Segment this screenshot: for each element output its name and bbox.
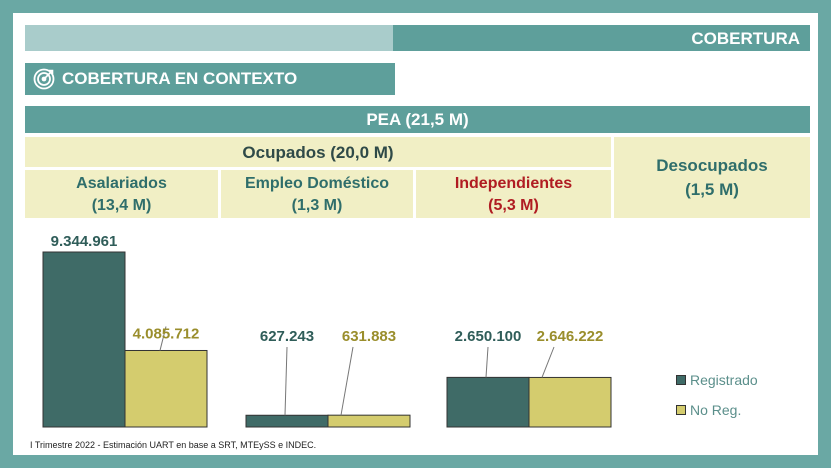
domestico-line1: Empleo Doméstico: [244, 175, 390, 192]
leader-line-empleo-dom-stico-no-reg: [340, 346, 354, 416]
bar-asalariados-registrado: [42, 251, 126, 428]
ocupados-cell: Ocupados (20,0 M): [25, 137, 611, 167]
data-label-asalariados-no-reg: 4.085.712: [133, 325, 200, 342]
desocupados-line2: (1,5 M): [685, 180, 739, 199]
asalariados-line1: Asalariados: [76, 175, 167, 192]
leader-line-independientes-no-reg: [541, 346, 555, 378]
legend-label-no-reg: No Reg.: [690, 402, 742, 418]
legend-swatch-no-reg: [676, 405, 686, 415]
legend-swatch-registrado: [676, 375, 686, 385]
header-bar-left: [25, 25, 393, 51]
bar-asalariados-no-reg: [124, 349, 208, 428]
domestico-line2: (1,3 M): [291, 197, 343, 214]
data-label-independientes-no-reg: 2.646.222: [537, 328, 604, 345]
data-label-empleo-dom-stico-registrado: 627.243: [260, 328, 314, 345]
bar-empleo-dom-stico-no-reg: [327, 414, 411, 428]
independientes-cell: Independientes (5,3 M): [416, 170, 611, 218]
data-label-independientes-registrado: 2.650.100: [455, 328, 522, 345]
asalariados-cell: Asalariados (13,4 M): [25, 170, 218, 218]
data-label-asalariados-registrado: 9.344.961: [51, 233, 118, 250]
desocupados-line1: Desocupados: [656, 156, 768, 175]
desocupados-cell: Desocupados (1,5 M): [614, 137, 810, 218]
target-icon: [33, 68, 55, 90]
bar-independientes-no-reg: [528, 376, 612, 428]
subheader-title: COBERTURA EN CONTEXTO: [62, 69, 298, 88]
section-title: COBERTURA: [393, 25, 810, 51]
pea-row: PEA (21,5 M): [25, 106, 810, 133]
bar-empleo-dom-stico-registrado: [245, 414, 329, 428]
bar-independientes-registrado: [446, 376, 530, 428]
independientes-line2: (5,3 M): [488, 197, 539, 214]
domestico-cell: Empleo Doméstico (1,3 M): [221, 170, 413, 218]
data-label-empleo-dom-stico-no-reg: 631.883: [342, 328, 396, 345]
leader-line-asalariados-no-reg: [159, 326, 167, 351]
subheader-bar: COBERTURA EN CONTEXTO: [25, 63, 395, 95]
leader-line-independientes-registrado: [485, 346, 489, 378]
source-note: I Trimestre 2022 - Estimación UART en ba…: [30, 440, 317, 450]
asalariados-line2: (13,4 M): [91, 197, 152, 214]
leader-line-empleo-dom-stico-registrado: [284, 346, 288, 416]
legend-label-registrado: Registrado: [690, 372, 758, 388]
independientes-line1: Independientes: [454, 175, 573, 192]
